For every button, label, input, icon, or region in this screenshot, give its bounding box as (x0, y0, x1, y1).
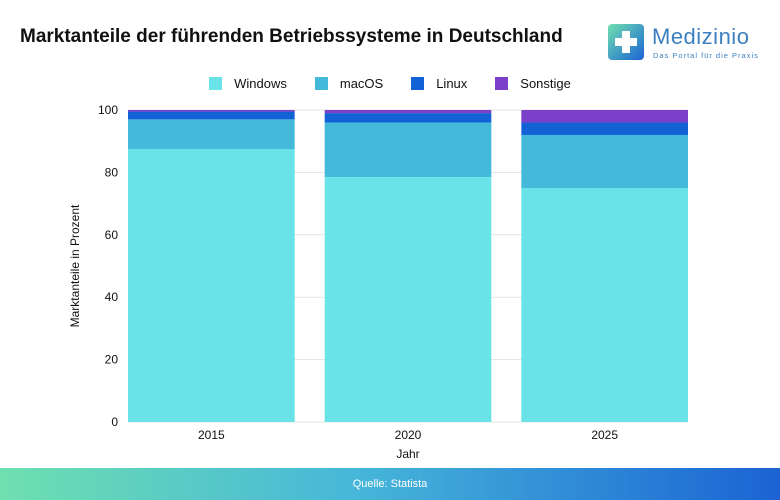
legend-item-linux: Linux (411, 76, 467, 91)
legend-item-windows: Windows (209, 76, 287, 91)
bar-linux-2025 (521, 122, 688, 135)
brand-logo: Medizinio Das Portal für die Praxis (606, 22, 766, 64)
medical-cross-icon (608, 24, 644, 60)
legend-label-windows: Windows (234, 76, 287, 91)
bar-windows-2025 (521, 188, 688, 422)
legend-item-macos: macOS (314, 76, 384, 91)
logo-name: Medizinio (652, 24, 750, 49)
legend-label-linux: Linux (436, 76, 468, 91)
stacked-bar-chart: 0 20 40 60 80 100 2015 2020 2025 Marktanteile i… (68, 103, 688, 461)
logo-tagline: Das Portal für die Praxis (653, 51, 759, 60)
bar-macos-2020 (324, 122, 492, 178)
x-tick-label: 2025 (591, 428, 618, 442)
bar-sonstige-2015 (128, 110, 295, 112)
legend-swatch-macos (314, 77, 328, 90)
x-tick-label: 2020 (395, 428, 422, 442)
x-axis-ticks: 2015 2020 2025 (198, 428, 618, 442)
legend-label-sonstige: Sonstige (520, 76, 571, 91)
x-axis-label: Jahr (396, 447, 419, 461)
y-tick-label: 60 (105, 228, 119, 242)
legend: Windows macOS Linux Sonstige (0, 76, 780, 91)
y-axis-ticks: 0 20 40 60 80 100 (98, 103, 118, 429)
footer-source: Quelle: Statista (0, 468, 780, 500)
legend-label-macos: macOS (339, 76, 384, 91)
legend-swatch-linux (411, 77, 425, 90)
y-tick-label: 80 (105, 165, 119, 179)
y-tick-label: 20 (105, 353, 119, 367)
bar-windows-2020 (324, 177, 492, 422)
y-tick-label: 0 (111, 415, 118, 429)
y-tick-label: 40 (105, 290, 119, 304)
y-tick-label: 100 (98, 103, 118, 117)
legend-swatch-windows (209, 77, 223, 90)
bar-linux-2015 (128, 111, 295, 120)
bars (128, 110, 688, 422)
bar-macos-2025 (521, 134, 688, 188)
bar-windows-2015 (128, 149, 295, 422)
bar-linux-2020 (324, 113, 492, 123)
y-axis-label: Marktanteile in Prozent (68, 204, 82, 327)
chart-title: Marktanteile der führenden Betriebssyste… (20, 26, 563, 47)
legend-swatch-sonstige (495, 77, 509, 90)
legend-item-sonstige: Sonstige (495, 76, 571, 91)
bar-sonstige-2020 (324, 110, 492, 114)
x-tick-label: 2015 (198, 428, 225, 442)
bar-macos-2015 (128, 119, 295, 149)
bar-sonstige-2025 (521, 110, 688, 123)
